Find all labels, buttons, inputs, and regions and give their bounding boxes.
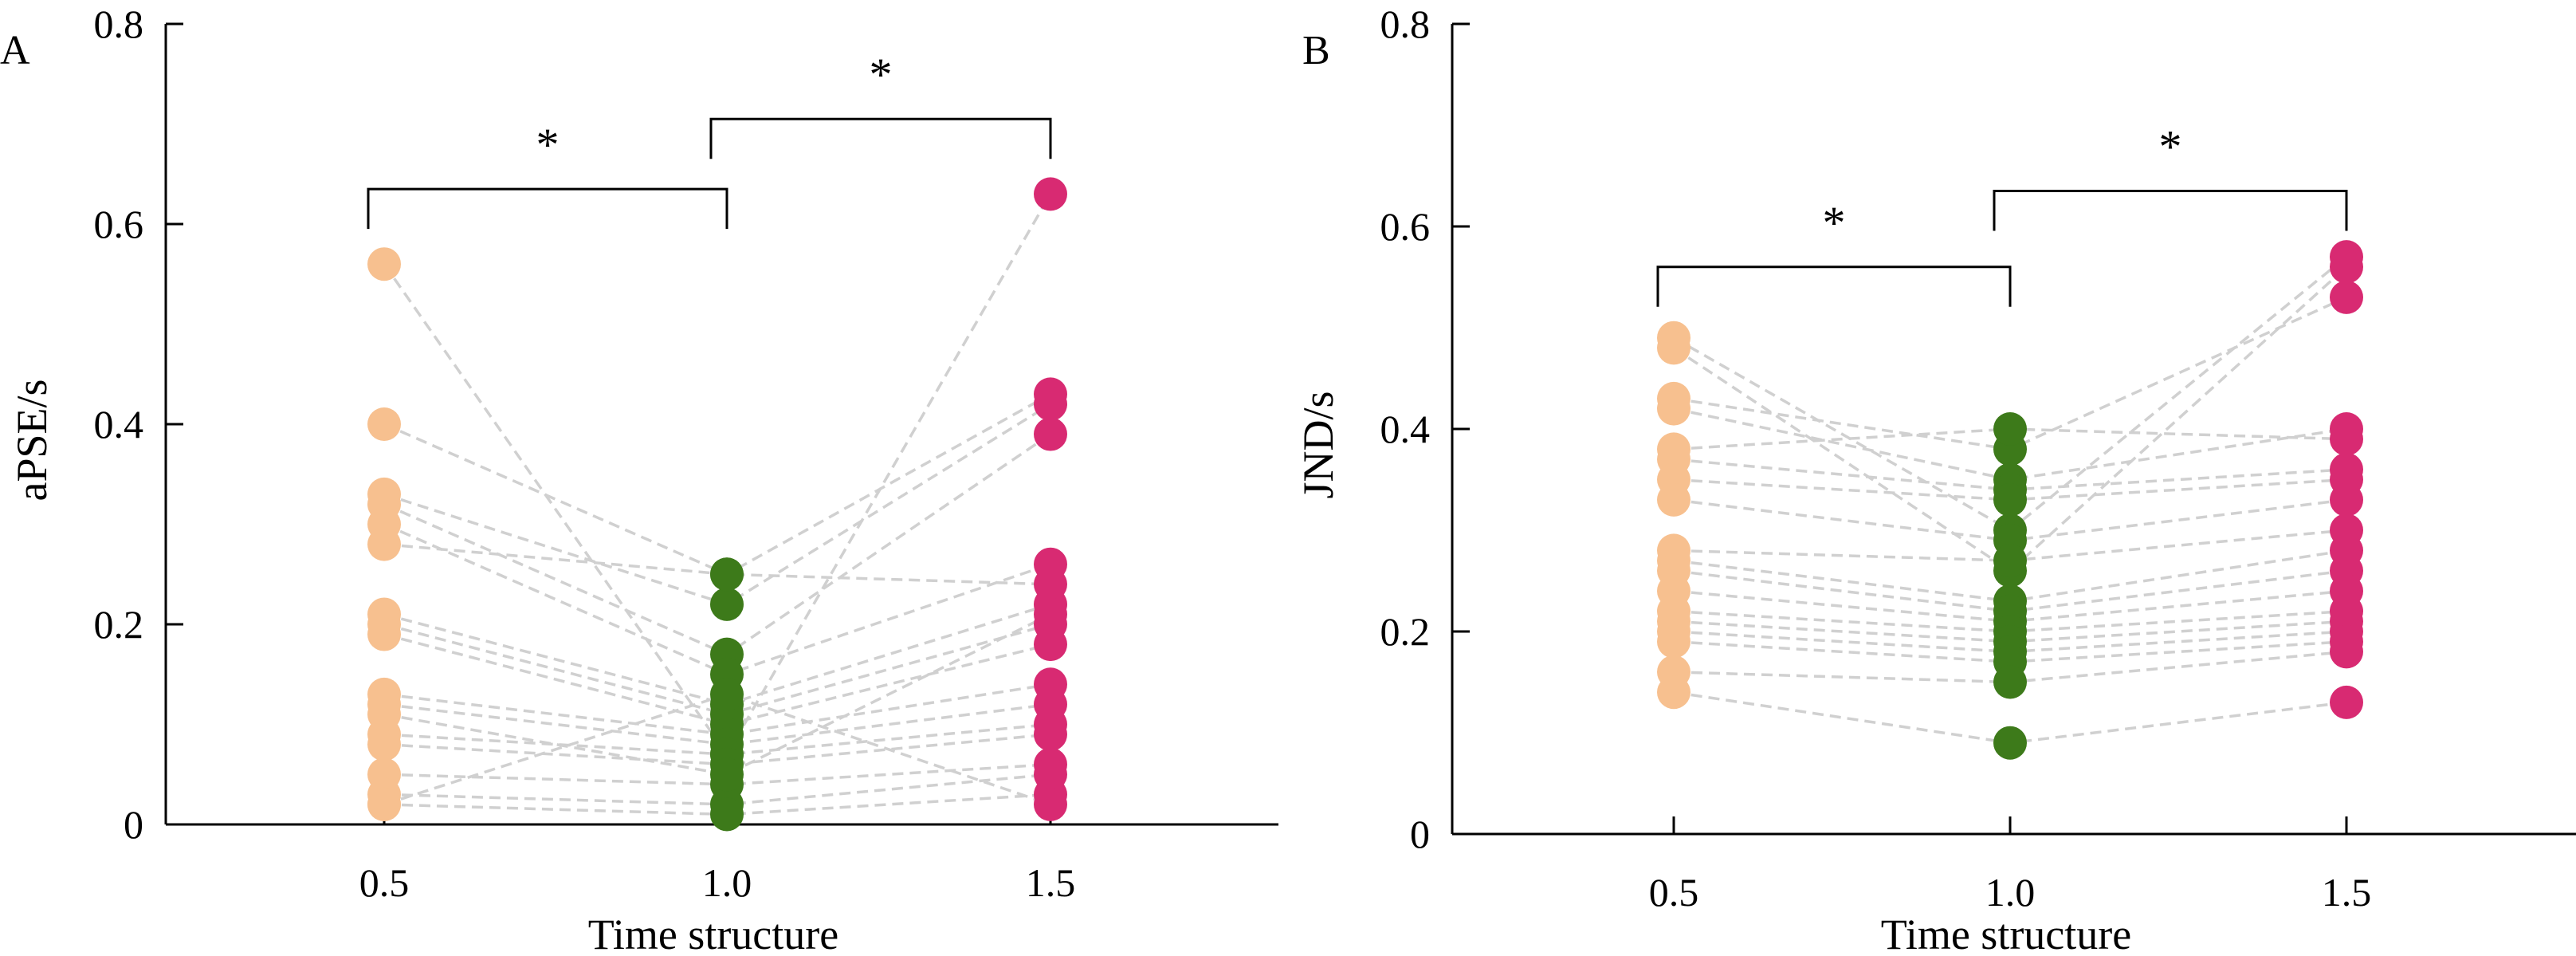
panel-letter: A bbox=[0, 28, 30, 73]
data-point-1-5 bbox=[1034, 387, 1067, 421]
data-point-1-0 bbox=[1993, 665, 2027, 699]
data-point-1-5 bbox=[2330, 635, 2363, 669]
data-point-1-5 bbox=[2330, 280, 2363, 314]
data-point-1-0 bbox=[710, 557, 744, 592]
panel-b: B 0 0.2 0.4 0.6 0.8 0.5 1.0 1.5 Time structure JND… bbox=[1294, 2, 2576, 956]
data-point-1-0 bbox=[710, 587, 744, 621]
data-point-1-5 bbox=[1034, 417, 1067, 451]
data-point-0-5 bbox=[1657, 624, 1690, 659]
y-axis-title: JND/s bbox=[1294, 391, 1342, 498]
data-points bbox=[367, 177, 1067, 832]
y-axis-title: aPSE/s bbox=[8, 379, 56, 501]
x-tick-label: 1.5 bbox=[1026, 860, 1076, 905]
data-point-0-5 bbox=[367, 787, 401, 821]
data-point-1-0 bbox=[710, 797, 744, 832]
data-point-0-5 bbox=[367, 247, 401, 281]
x-tick-label: 1.0 bbox=[702, 860, 752, 905]
data-points bbox=[1657, 240, 2363, 760]
y-tick-label: 0.6 bbox=[1380, 204, 1431, 249]
data-point-1-5 bbox=[1034, 718, 1067, 752]
x-tick-label: 0.5 bbox=[1649, 870, 1699, 915]
data-point-1-0 bbox=[710, 757, 744, 792]
data-point-0-5 bbox=[1657, 331, 1690, 365]
x-tick-label: 0.5 bbox=[359, 860, 410, 905]
data-point-0-5 bbox=[367, 697, 401, 731]
data-point-1-5 bbox=[2330, 685, 2363, 719]
data-point-1-5 bbox=[1034, 177, 1067, 211]
y-tick-label: 0 bbox=[124, 802, 143, 847]
data-point-0-5 bbox=[1657, 391, 1690, 426]
significance-bracket bbox=[1656, 266, 2012, 307]
data-point-1-5 bbox=[1034, 597, 1067, 631]
data-point-0-5 bbox=[1657, 482, 1690, 517]
data-point-1-5 bbox=[1034, 787, 1067, 821]
data-point-1-0 bbox=[710, 677, 744, 711]
panel-letter: B bbox=[1302, 28, 1330, 73]
significance-star: * bbox=[536, 119, 560, 171]
subject-line bbox=[383, 702, 1051, 746]
significance-star: * bbox=[870, 49, 893, 100]
y-tick-label: 0 bbox=[1410, 812, 1430, 856]
x-tick-label: 1.0 bbox=[1985, 870, 2036, 915]
y-tick-label: 0.6 bbox=[94, 202, 144, 246]
y-tick-label: 0.4 bbox=[1380, 407, 1431, 451]
y-tick-label: 0.2 bbox=[94, 602, 144, 647]
data-point-0-5 bbox=[367, 527, 401, 561]
significance-bracket bbox=[367, 187, 728, 230]
x-axis-title: Time structure bbox=[1881, 911, 2131, 956]
data-point-0-5 bbox=[1657, 675, 1690, 710]
x-axis-title: Time structure bbox=[588, 911, 838, 956]
significance-bracket bbox=[1993, 190, 2348, 231]
data-point-1-0 bbox=[1993, 482, 2027, 517]
data-point-1-0 bbox=[1993, 726, 2027, 760]
significance-bracket bbox=[709, 117, 1052, 159]
data-point-0-5 bbox=[367, 617, 401, 651]
data-point-1-5 bbox=[2330, 482, 2363, 517]
y-tick-label: 0.4 bbox=[94, 402, 144, 447]
data-point-1-0 bbox=[1993, 412, 2027, 446]
panel-a: A 0 0.2 0.4 0.6 0.8 0.5 1.0 1.5 Time structure aPS… bbox=[0, 2, 1278, 956]
significance-star: * bbox=[2159, 121, 2182, 173]
data-point-1-5 bbox=[1034, 627, 1067, 662]
y-tick-label: 0.8 bbox=[1380, 2, 1431, 46]
y-tick-label: 0.8 bbox=[94, 2, 144, 46]
data-point-0-5 bbox=[367, 727, 401, 761]
subject-line bbox=[383, 612, 1051, 777]
subject-line bbox=[383, 683, 1051, 736]
data-point-1-5 bbox=[2330, 422, 2363, 456]
data-point-1-5 bbox=[2330, 250, 2363, 284]
data-point-1-0 bbox=[1993, 544, 2027, 578]
x-tick-label: 1.5 bbox=[2322, 870, 2372, 915]
significance-star: * bbox=[1823, 197, 1846, 249]
y-tick-label: 0.2 bbox=[1380, 609, 1431, 654]
data-point-0-5 bbox=[367, 407, 401, 441]
